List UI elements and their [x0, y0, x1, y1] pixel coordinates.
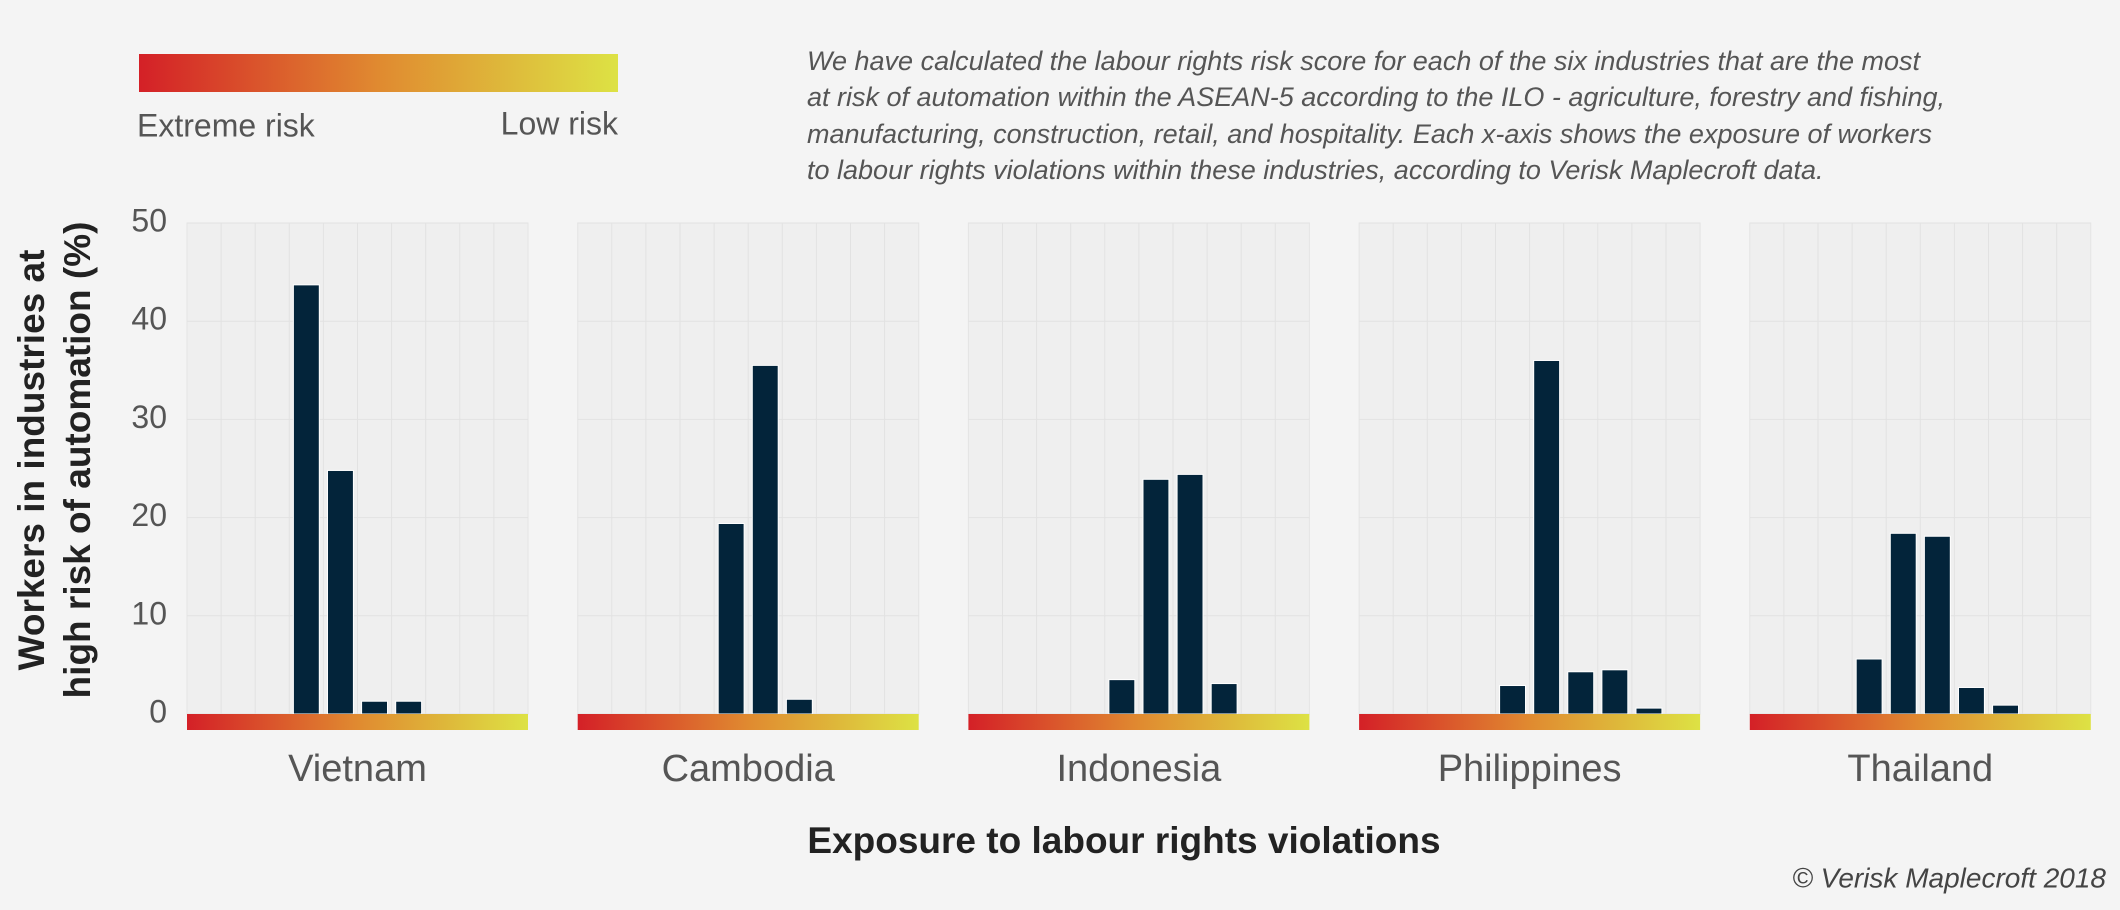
note: to labour rights violations within these…	[807, 155, 1824, 185]
bar	[1992, 704, 2020, 715]
y-tick-label: 20	[131, 497, 167, 533]
bar	[717, 522, 745, 715]
y-tick-label: 10	[131, 595, 167, 631]
y-tick-label: 40	[131, 301, 167, 337]
risk-axis	[577, 714, 919, 730]
credit: © Verisk Maplecroft 2018	[1792, 862, 2106, 893]
legend-gradient	[139, 54, 618, 92]
panel-title: Vietnam	[288, 748, 427, 790]
bar	[1855, 658, 1883, 715]
bar	[1108, 679, 1136, 715]
risk-axis	[1359, 714, 1701, 730]
bar	[1601, 669, 1629, 715]
bar	[751, 364, 779, 715]
panel-title: Indonesia	[1056, 748, 1222, 790]
note: We have calculated the labour rights ris…	[807, 46, 1922, 76]
bar	[395, 700, 423, 715]
bar	[1210, 683, 1238, 715]
risk-axis	[1749, 714, 2091, 730]
panel-title: Philippines	[1438, 748, 1622, 790]
panel-title: Cambodia	[662, 748, 836, 790]
y-tick-label: 30	[131, 399, 167, 435]
bar	[1533, 359, 1561, 715]
risk-axis	[968, 714, 1310, 730]
y-tick-label: 50	[131, 202, 167, 238]
note: manufacturing, construction, retail, and…	[807, 119, 1932, 149]
bar	[1176, 473, 1204, 715]
bar	[361, 700, 389, 715]
bar	[1889, 532, 1917, 715]
legend-high: Extreme risk	[137, 107, 316, 143]
bar	[785, 698, 813, 715]
x-axis-label: Exposure to labour rights violations	[807, 820, 1440, 861]
bar	[1635, 707, 1663, 715]
bar	[1923, 535, 1951, 715]
risk-axis	[187, 714, 528, 730]
y-tick-label: 0	[149, 693, 167, 729]
bar	[1142, 478, 1170, 715]
bar	[326, 469, 354, 715]
bar	[1567, 671, 1595, 715]
note: at risk of automation within the ASEAN-5…	[807, 82, 1945, 112]
bar	[292, 284, 320, 715]
legend-low: Low risk	[501, 105, 619, 141]
y-axis-label: high risk of automation (%)	[57, 222, 98, 699]
panel-title: Thailand	[1847, 748, 1993, 790]
bar	[1957, 686, 1985, 715]
bar	[1499, 685, 1527, 715]
y-axis-label: Workers in industries at	[11, 250, 52, 671]
